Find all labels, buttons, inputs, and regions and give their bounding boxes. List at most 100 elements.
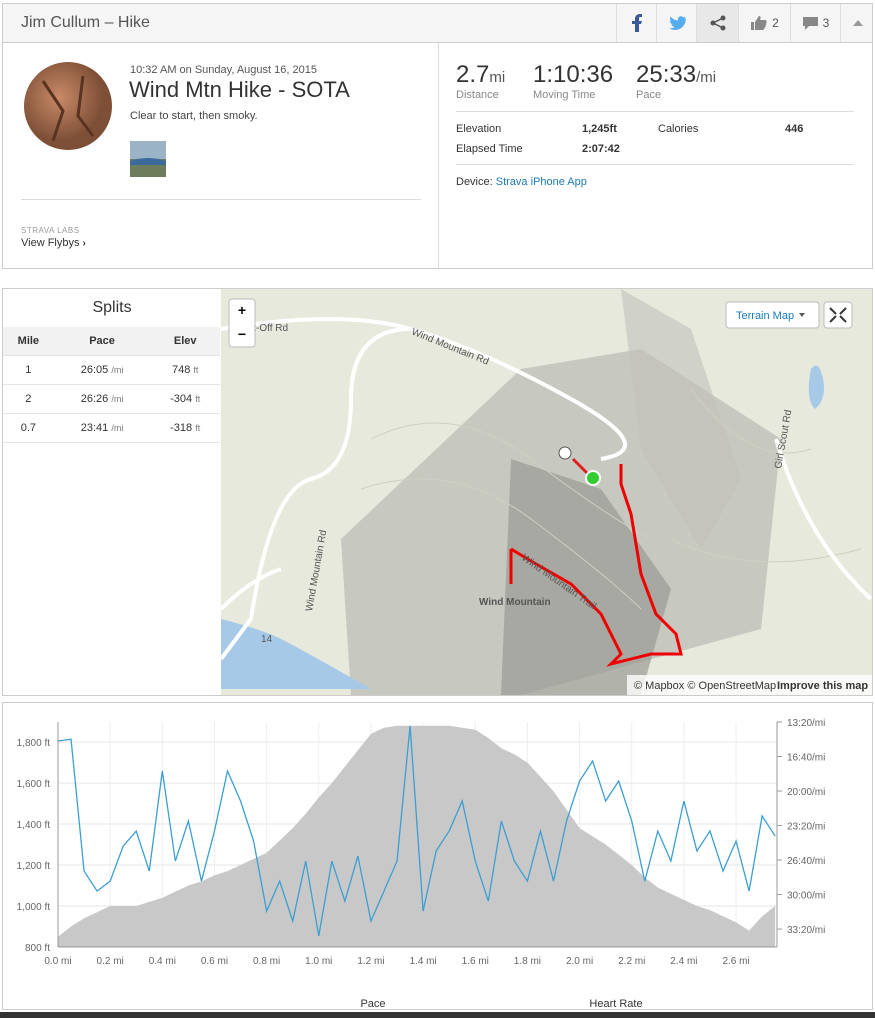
thumb-icon (751, 16, 767, 30)
device-link[interactable]: Strava iPhone App (495, 176, 587, 188)
elevation-label: Elevation (456, 123, 502, 135)
elev-cell: -318 ft (150, 413, 220, 443)
pace-unit: /mi (696, 69, 717, 86)
labs: STRAVA LABS (21, 226, 80, 235)
separator (438, 43, 439, 268)
y2-tick-label: 16:40/mi (787, 753, 825, 764)
x-tick-label: 1.2 mi (357, 956, 384, 967)
stat-time: 1:10:36 Moving Time (533, 61, 613, 101)
elev-cell: -304 ft (150, 384, 220, 414)
chart: 800 ft 1,000 ft 1,200 ft 1,400 ft 1,600 ft 1,… (17, 718, 826, 1009)
divider (456, 164, 854, 165)
map-label: 14 (261, 634, 273, 645)
twitter[interactable] (656, 4, 697, 42)
description: Clear to start, then smoky. (130, 110, 258, 122)
fullscreen[interactable] (823, 301, 853, 329)
y-tick-label: 1,600 ft (17, 779, 51, 790)
split-row: 1 26:05 /mi 748 ft (3, 355, 220, 385)
share[interactable] (696, 4, 739, 42)
layer-button[interactable] (725, 301, 820, 329)
flybys-text: View Flybys (21, 237, 80, 249)
x-tick-label: 0.0 mi (44, 956, 71, 967)
distance: 2.7 (456, 61, 490, 88)
distance-unit: mi (489, 69, 506, 86)
map-label: it-Off Rd (251, 323, 288, 334)
comments[interactable]: 3 (790, 4, 841, 42)
facebook[interactable] (616, 4, 657, 42)
x-tick-label: 0.8 mi (253, 956, 280, 967)
y-tick-label: 1,200 ft (17, 861, 51, 872)
elev: -318 (170, 422, 193, 434)
pace-cell: 26:05 /mi (53, 355, 151, 385)
unit: /mi (111, 423, 124, 433)
flybys-link[interactable]: View Flybys › (21, 237, 86, 249)
elevation-area (58, 725, 776, 947)
pace: 26:05 (80, 364, 109, 376)
x-tick-label: 2.0 mi (566, 956, 593, 967)
activity-name: Wind Mtn Hike - SOTA (129, 77, 350, 102)
unit: ft (195, 394, 201, 404)
unit: /mi (111, 365, 124, 375)
elev: 748 (171, 364, 191, 376)
y2-tick-label: 26:40/mi (787, 856, 825, 867)
mile: 0.7 (3, 413, 54, 443)
legend-item[interactable]: Heart Rate (589, 998, 642, 1009)
column-header: Elev (150, 327, 220, 356)
y2-tick-label: 30:00/mi (787, 891, 825, 902)
start-marker (585, 470, 601, 486)
moving-time: 1:10:36 (533, 61, 614, 88)
splits: Splits Mile Pace Elev 1 26:05 /mi 748 ft 2 26:2… (3, 289, 221, 443)
comment-count: 3 (822, 16, 830, 30)
device: Device: Strava iPhone App (456, 176, 587, 188)
elev: -304 (170, 393, 193, 405)
y2-tick-label: 20:00/mi (787, 787, 825, 798)
layer-label: Terrain Map (736, 310, 794, 322)
y2-tick-label: 33:20/mi (787, 925, 825, 936)
zoom-out[interactable]: − (238, 326, 246, 342)
elapsed: 2:07:42 (582, 143, 620, 155)
x-tick-label: 0.6 mi (201, 956, 228, 967)
x-tick-label: 2.4 mi (670, 956, 697, 967)
unit: ft (193, 365, 199, 375)
moving-time-label: Moving Time (533, 89, 596, 101)
distance-label: Distance (456, 89, 499, 101)
tw-icon (669, 16, 686, 30)
split-row: 0.7 23:41 /mi -318 ft (3, 413, 220, 443)
x-tick-label: 1.0 mi (305, 956, 332, 967)
splits-table: Mile Pace Elev 1 26:05 /mi 748 ft 2 26:26 /mi -3… (3, 327, 220, 443)
divider (456, 111, 854, 112)
improve-map[interactable]: Improve this map (777, 680, 868, 692)
mile: 2 (3, 384, 54, 414)
kudos[interactable]: 2 (738, 4, 791, 42)
y-tick-label: 1,800 ft (17, 738, 51, 749)
pace-cell: 23:41 /mi (53, 413, 151, 443)
unit: /mi (111, 394, 124, 404)
splits-map-panel: Splits Mile Pace Elev 1 26:05 /mi 748 ft 2 26:2… (2, 288, 873, 696)
stat-pace: 25:33/mi Pace (636, 61, 716, 101)
collapse[interactable] (840, 4, 874, 42)
x-tick-label: 0.2 mi (97, 956, 124, 967)
comment-icon (802, 16, 818, 30)
y-tick-label: 1,400 ft (17, 820, 51, 831)
legend-item[interactable]: Pace (360, 998, 385, 1009)
pace-label: Pace (636, 89, 662, 101)
bottom-bar (0, 1012, 875, 1018)
splits-header: Mile Pace Elev (3, 327, 220, 356)
column-header: Mile (3, 327, 54, 356)
zoom-in[interactable]: + (238, 302, 246, 318)
avatar (24, 62, 112, 150)
splits-body: 1 26:05 /mi 748 ft 2 26:26 /mi -304 ft 0.7 23:4… (3, 355, 220, 443)
map-label: Wind Mountain (479, 597, 551, 608)
attribution: © Mapbox © OpenStreetMap (634, 680, 776, 692)
x-tick-label: 1.8 mi (514, 956, 541, 967)
title: Jim Cullum – Hike (21, 14, 150, 31)
x-tick-label: 1.6 mi (462, 956, 489, 967)
elev-cell: 748 ft (150, 355, 220, 385)
pace: 26:26 (80, 393, 109, 405)
caret (852, 20, 863, 26)
photo-thumb[interactable] (130, 141, 166, 177)
kudos-count: 2 (772, 16, 779, 30)
pace: 25:33 (636, 61, 697, 88)
